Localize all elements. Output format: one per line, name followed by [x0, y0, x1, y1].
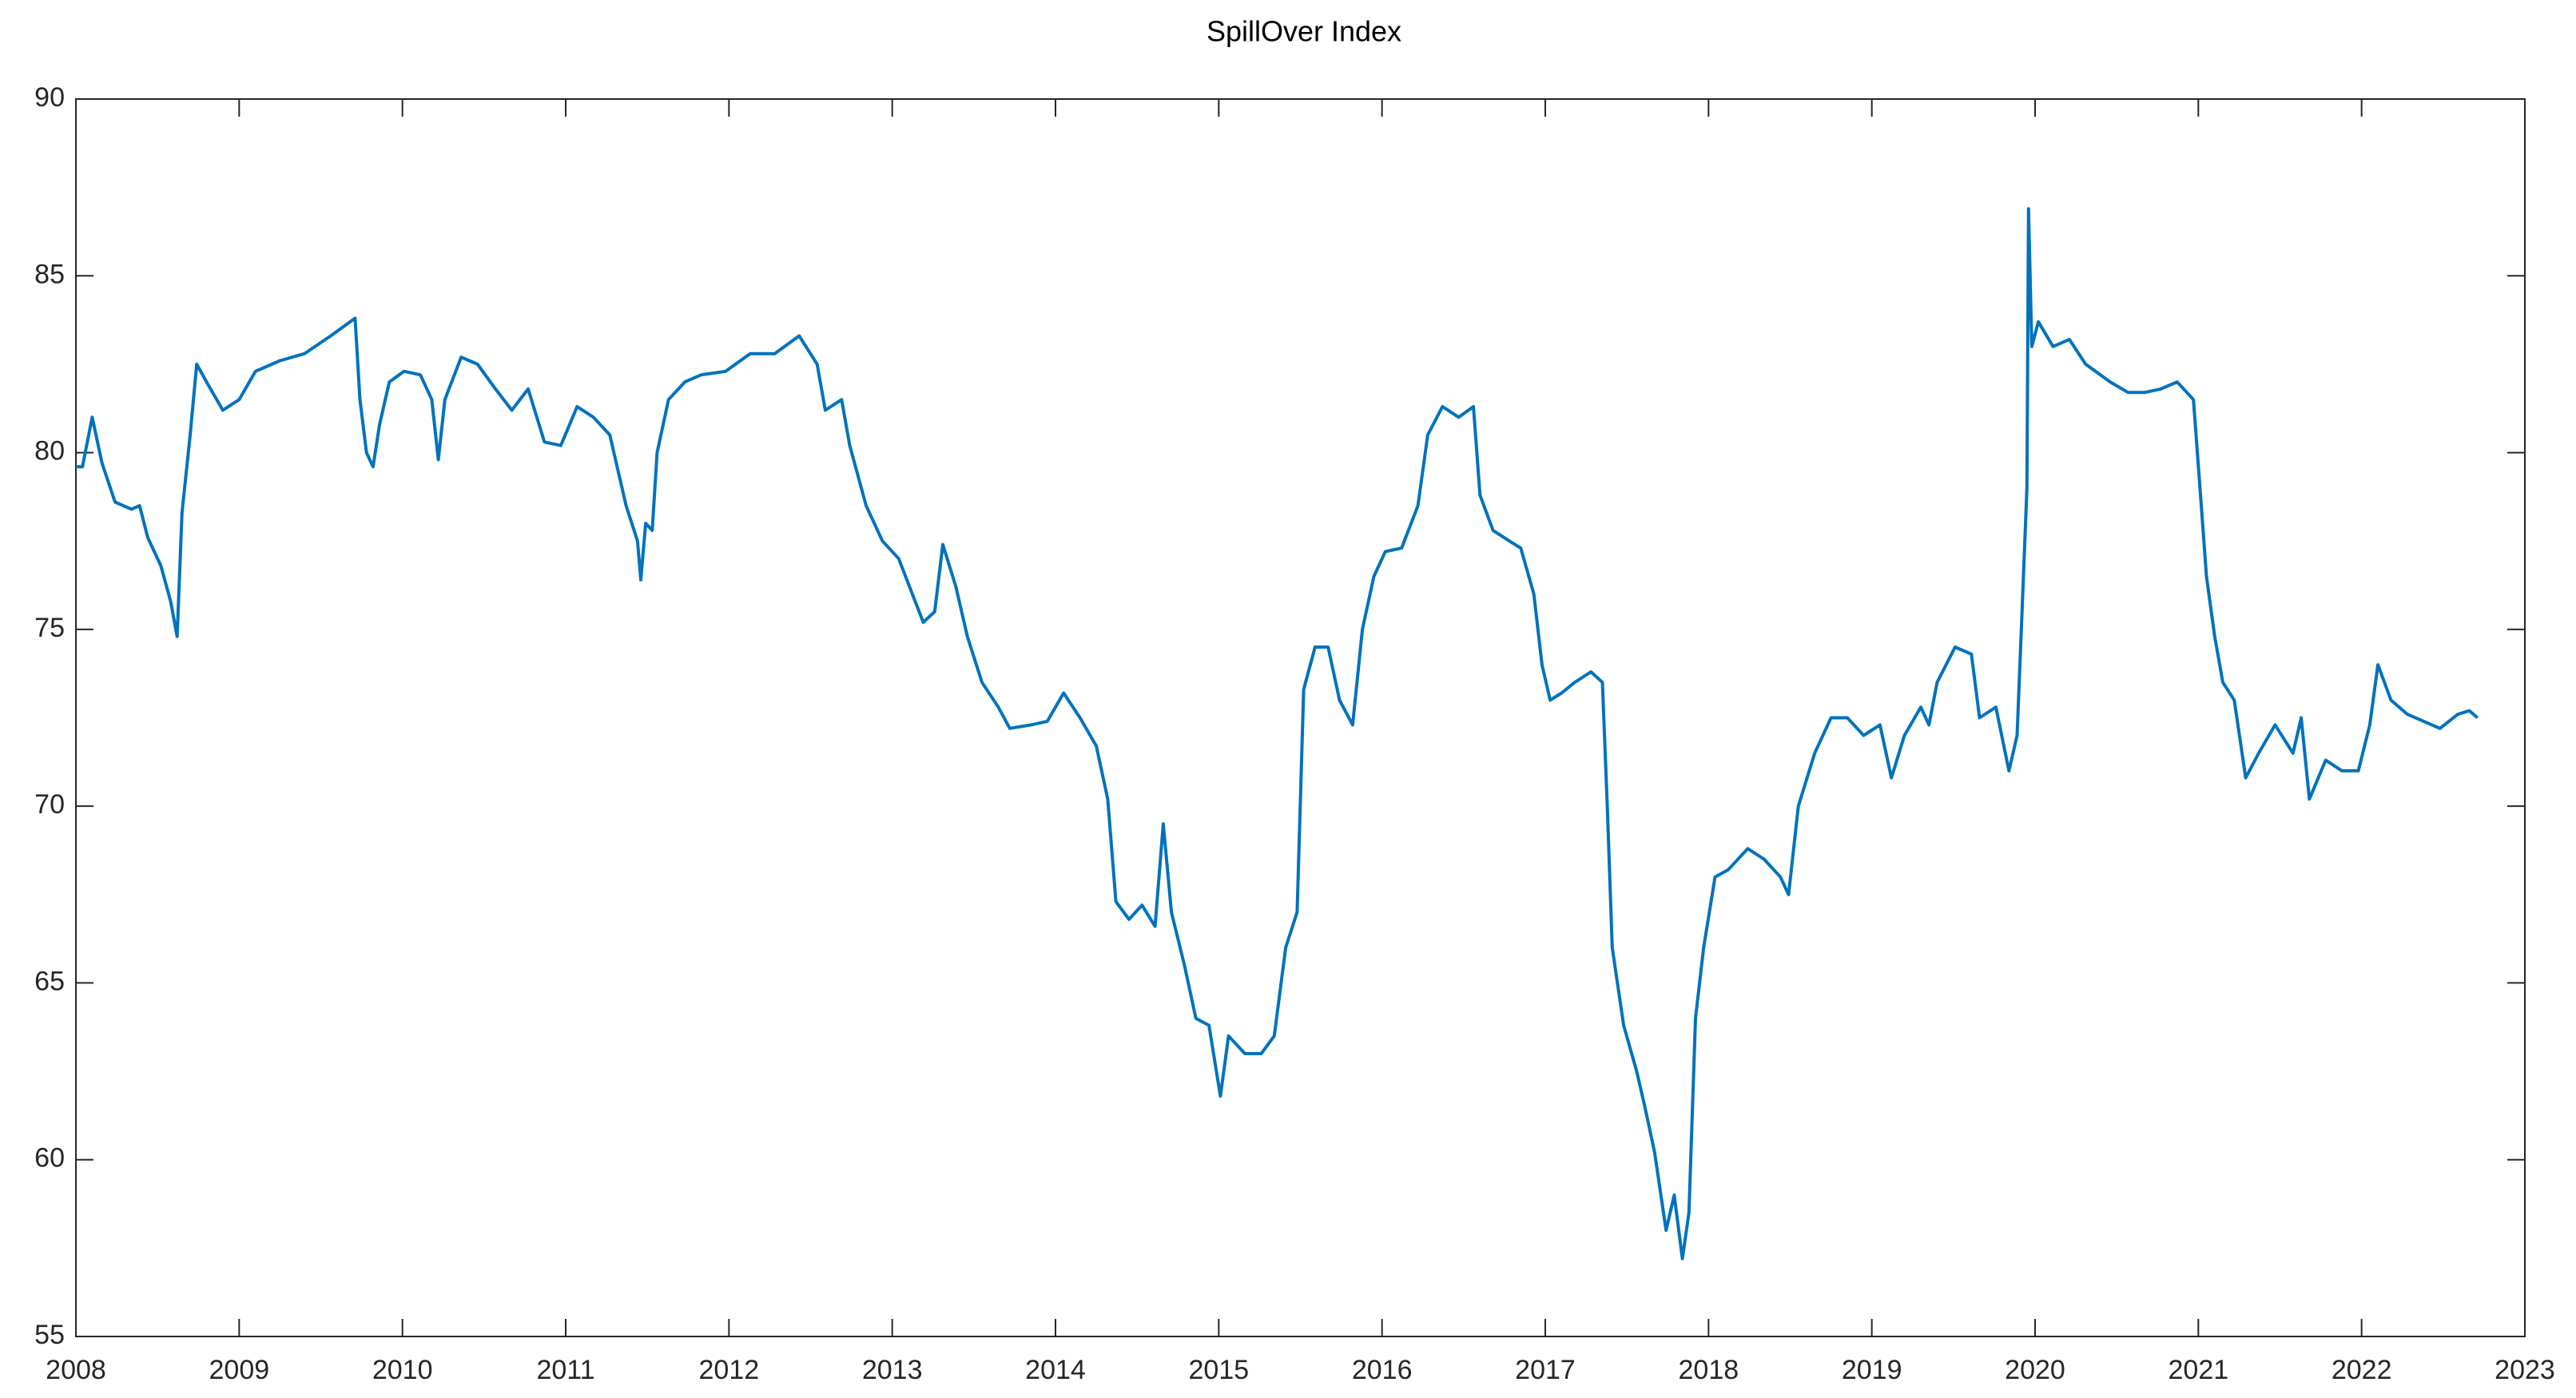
y-tick-label: 65: [34, 966, 65, 996]
y-tick-label: 90: [34, 82, 65, 113]
x-tick-label: 2021: [2169, 1355, 2229, 1385]
x-tick-label: 2010: [372, 1355, 433, 1385]
plot-area: [75, 98, 2526, 1337]
x-tick-label: 2022: [2332, 1355, 2392, 1385]
x-tick-label: 2012: [699, 1355, 760, 1385]
x-tick-label: 2023: [2495, 1355, 2555, 1385]
x-tick-label: 2019: [1842, 1355, 1902, 1385]
x-tick-label: 2011: [536, 1355, 594, 1385]
chart-title: SpillOver Index: [1207, 15, 1401, 48]
x-tick-label: 2018: [1679, 1355, 1739, 1385]
x-tick-label: 2009: [209, 1355, 270, 1385]
y-tick-label: 55: [34, 1320, 65, 1350]
x-tick-label: 2013: [862, 1355, 923, 1385]
x-tick-label: 2020: [2005, 1355, 2065, 1385]
y-tick-label: 85: [34, 259, 65, 289]
x-tick-label: 2014: [1025, 1355, 1086, 1385]
x-tick-label: 2015: [1189, 1355, 1250, 1385]
x-tick-label: 2017: [1515, 1355, 1576, 1385]
y-tick-label: 70: [34, 789, 65, 820]
y-tick-label: 75: [34, 613, 65, 643]
x-tick-label: 2008: [46, 1355, 106, 1385]
data-line: [76, 207, 2479, 1261]
x-tick-label: 2016: [1352, 1355, 1413, 1385]
y-tick-label: 80: [34, 436, 65, 467]
y-tick-label: 60: [34, 1143, 65, 1174]
